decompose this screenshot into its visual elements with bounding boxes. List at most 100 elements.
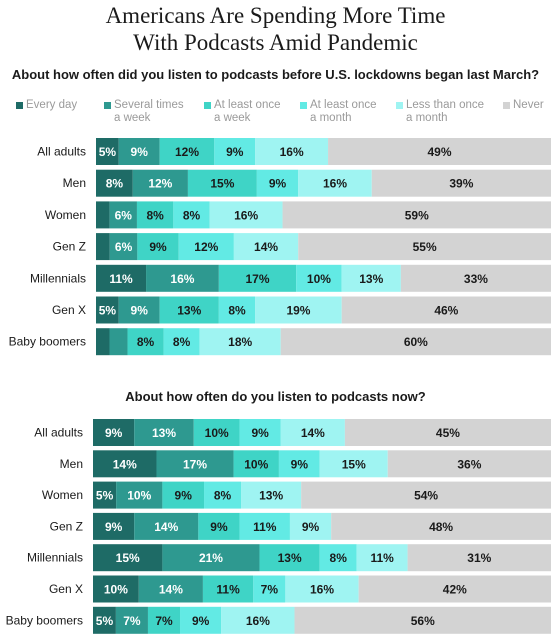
bar-segment	[407, 544, 551, 572]
bar-segment	[127, 328, 164, 356]
bar-segment	[132, 169, 188, 197]
data-label: 7%	[155, 614, 173, 628]
data-label: 16%	[323, 177, 347, 191]
bar-segment	[204, 481, 242, 509]
data-label: 17%	[246, 272, 270, 286]
bar-segment	[371, 169, 551, 197]
bar-segment	[173, 201, 210, 229]
data-label: 49%	[428, 145, 452, 159]
data-label: 8%	[173, 335, 191, 349]
category-label: Millennials	[30, 271, 86, 285]
data-label: 9%	[251, 426, 269, 440]
data-label: 54%	[414, 489, 438, 503]
data-label: 19%	[286, 304, 310, 318]
bar-segment	[118, 296, 160, 324]
legend: Every day Several times a week At least …	[16, 99, 551, 129]
bar-segment	[187, 169, 257, 197]
bar-segment	[93, 481, 117, 509]
bar-segment	[156, 450, 234, 478]
data-label: 48%	[429, 520, 453, 534]
bar-segment	[137, 233, 179, 261]
data-label: 11%	[216, 583, 240, 597]
data-label: 10%	[205, 426, 229, 440]
bar-segment	[331, 512, 551, 540]
category-label: Gen X	[52, 303, 86, 317]
bar-segment	[241, 481, 302, 509]
main-title-line-1: Americans Are Spending More Time	[105, 3, 446, 28]
bar-segment	[109, 233, 138, 261]
legend-label: At least once a week	[214, 99, 281, 124]
data-label: 13%	[359, 272, 383, 286]
bar-segment	[138, 575, 203, 603]
category-label: Women	[42, 488, 83, 502]
category-label: All adults	[37, 145, 86, 159]
data-label: 10%	[307, 272, 331, 286]
bar-segment	[298, 233, 551, 261]
data-label: 31%	[467, 551, 491, 565]
main-title-line-2: With Podcasts Amid Pandemic	[133, 30, 418, 55]
legend-swatch	[104, 102, 111, 109]
data-label: 14%	[254, 240, 278, 254]
data-label: 9%	[269, 177, 287, 191]
bar-segment	[178, 233, 234, 261]
data-label: 39%	[449, 177, 473, 191]
data-label: 46%	[434, 304, 458, 318]
data-label: 10%	[244, 457, 268, 471]
category-label: All adults	[34, 426, 83, 440]
bar-segment	[180, 606, 222, 634]
bar-segment	[96, 233, 110, 261]
data-label: 56%	[411, 614, 435, 628]
category-label: Gen X	[49, 582, 83, 596]
data-label: 5%	[99, 145, 117, 159]
data-label: 5%	[99, 304, 117, 318]
data-label: 5%	[96, 489, 114, 503]
data-label: 8%	[106, 177, 124, 191]
data-label: 14%	[113, 457, 137, 471]
data-label: 14%	[154, 520, 178, 534]
bar-segment	[202, 575, 254, 603]
bar-segment	[341, 264, 401, 292]
data-label: 9%	[131, 145, 149, 159]
bar-segment	[221, 606, 295, 634]
data-label: 33%	[464, 272, 488, 286]
bar-segment	[93, 606, 116, 634]
data-label: 9%	[210, 520, 228, 534]
data-label: 16%	[310, 583, 334, 597]
bar-segment	[93, 450, 157, 478]
bar-segment	[96, 264, 147, 292]
data-label: 10%	[104, 583, 128, 597]
bar-segment	[214, 138, 256, 165]
bar-segment	[134, 512, 199, 540]
data-label: 9%	[175, 489, 193, 503]
data-label: 21%	[199, 551, 223, 565]
bar-segment	[256, 169, 299, 197]
bar-segment	[255, 138, 329, 165]
data-label: 8%	[183, 208, 201, 222]
chart-2-title: About how often do you listen to podcast…	[125, 389, 426, 404]
bar-segment	[280, 419, 345, 446]
bar-segment	[218, 296, 256, 324]
bar-segment	[96, 169, 133, 197]
bar-segment	[96, 138, 119, 165]
data-label: 9%	[149, 240, 167, 254]
data-label: 6%	[115, 208, 133, 222]
bar-segment	[198, 512, 240, 540]
bar-segment	[109, 201, 137, 229]
bar-segment	[115, 606, 148, 634]
data-label: 15%	[342, 457, 366, 471]
bar-segment	[146, 264, 219, 292]
category-label: Gen Z	[53, 240, 86, 254]
bar-segment	[233, 233, 299, 261]
bar-segment	[387, 450, 551, 478]
data-label: 12%	[194, 240, 218, 254]
data-label: 9%	[192, 614, 210, 628]
bar-segment	[400, 264, 551, 292]
data-label: 13%	[152, 426, 176, 440]
data-label: 14%	[301, 426, 325, 440]
bar-segment	[328, 138, 551, 165]
data-label: 36%	[457, 457, 481, 471]
bar-segment	[93, 544, 163, 572]
data-label: 9%	[105, 426, 123, 440]
data-label: 13%	[177, 304, 201, 318]
legend-label: Less than once a month	[406, 99, 485, 124]
